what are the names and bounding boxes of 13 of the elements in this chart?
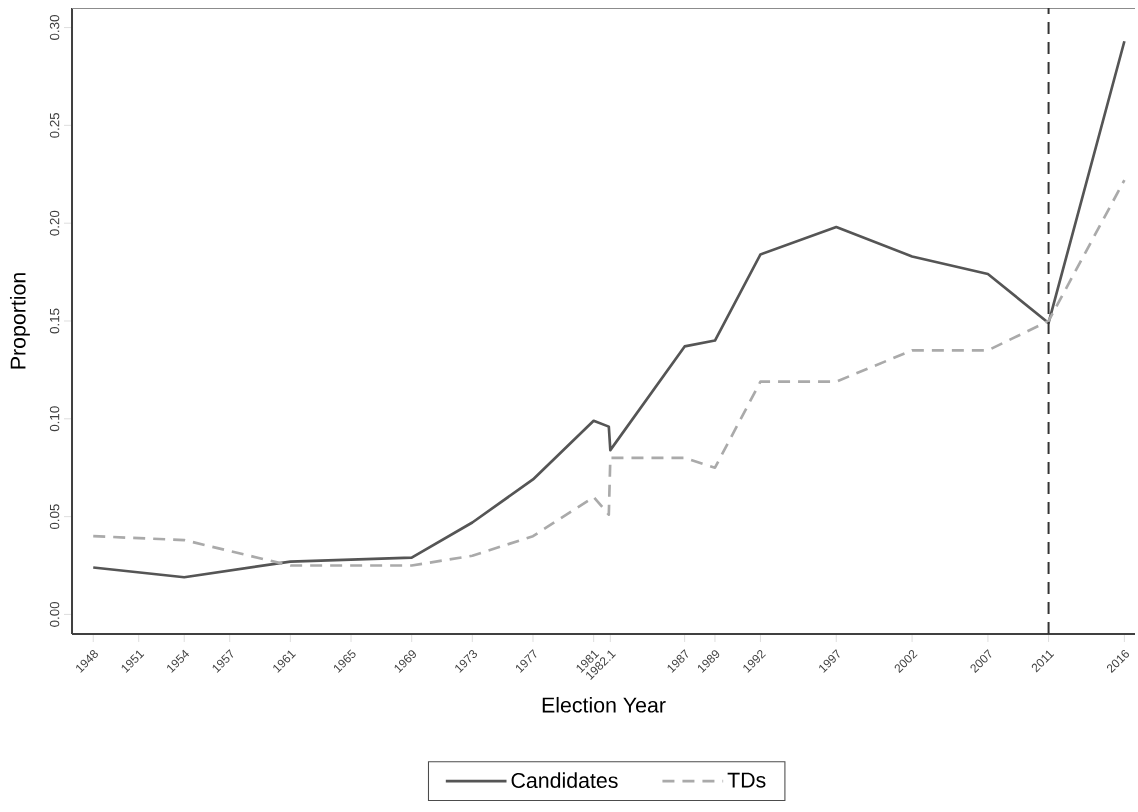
y-tick-label: 0.10 (49, 406, 60, 432)
y-tick-label: 0.00 (49, 601, 60, 627)
y-tick-label: 0.05 (49, 504, 60, 530)
line-series (91, 39, 1126, 579)
line-series (91, 178, 1126, 567)
y-axis-title: Proportion (9, 273, 30, 369)
y-tick-label: 0.15 (49, 308, 60, 334)
legend-label: TDs (727, 772, 766, 788)
y-tick-label: 0.25 (49, 112, 60, 138)
legend-label: Candidates (511, 772, 618, 789)
y-tick-label: 0.20 (49, 210, 60, 236)
x-axis-title: Election Year (542, 696, 666, 713)
y-tick-label: 0.30 (49, 15, 60, 40)
